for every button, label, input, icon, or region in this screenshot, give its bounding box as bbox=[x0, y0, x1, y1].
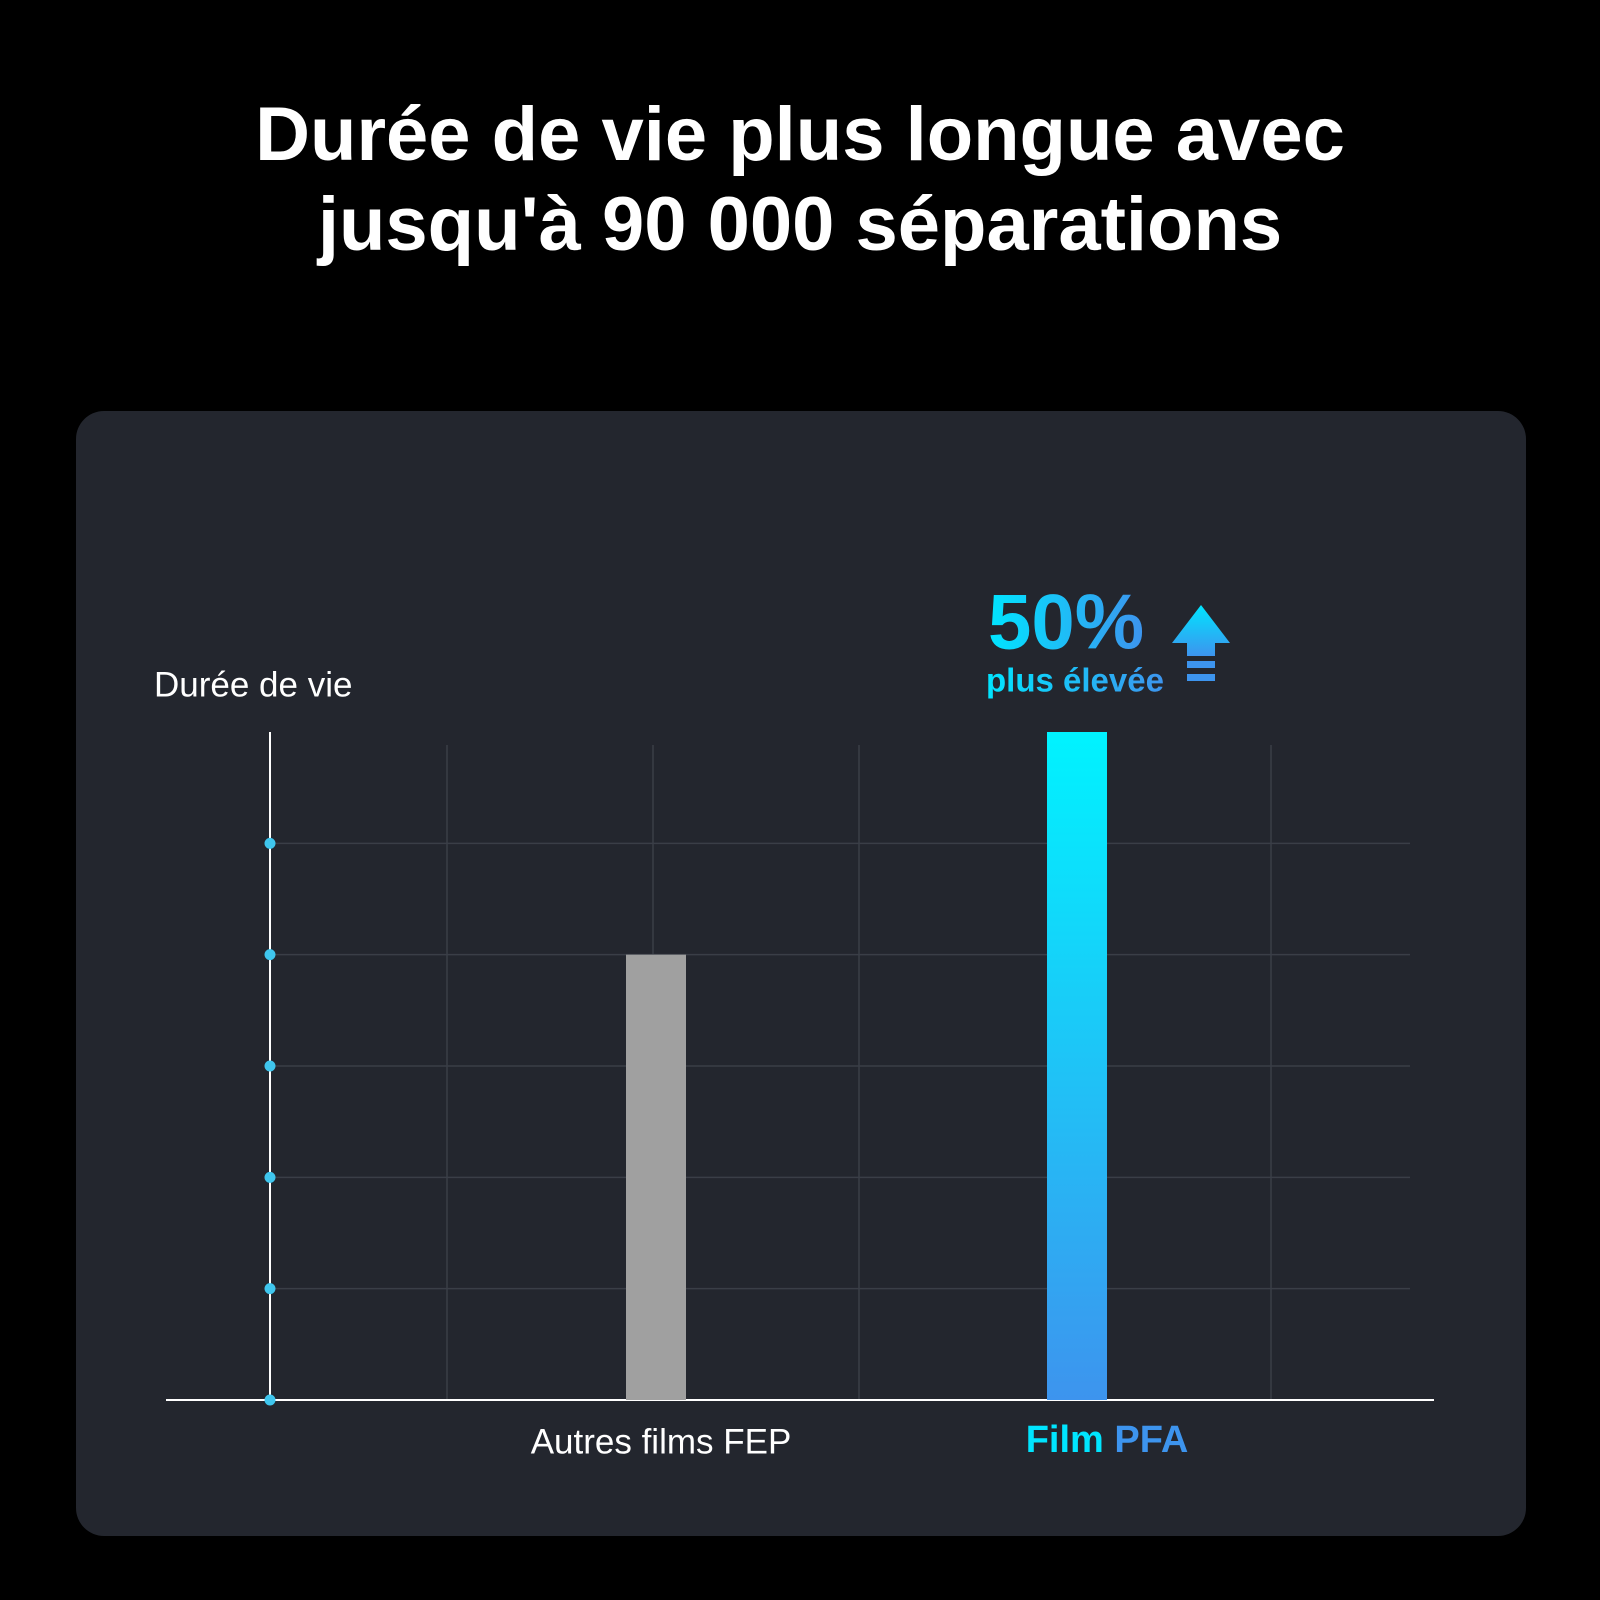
y-tick-dot bbox=[264, 837, 276, 849]
annotation-text: plus élevée bbox=[986, 662, 1164, 699]
y-tick-dot bbox=[264, 1394, 276, 1406]
y-tick-dot bbox=[264, 949, 276, 961]
x-tick-label: Autres films FEP bbox=[531, 1422, 792, 1461]
x-tick-label-part: Film bbox=[1026, 1419, 1115, 1461]
y-tick-dot bbox=[264, 1171, 276, 1183]
x-tick-label: Film PFA bbox=[1026, 1419, 1189, 1461]
bar bbox=[1047, 732, 1107, 1400]
up-arrow-icon bbox=[1172, 605, 1230, 681]
title-line: Durée de vie plus longue avec bbox=[255, 92, 1345, 177]
y-axis-label: Durée de vie bbox=[154, 665, 352, 704]
panel bbox=[76, 411, 1526, 1536]
title-line: jusqu'à 90 000 séparations bbox=[316, 182, 1282, 267]
y-tick-dot bbox=[264, 1060, 276, 1072]
annotation-headline: 50% bbox=[988, 578, 1144, 666]
bar bbox=[626, 954, 686, 1400]
x-tick-label-part: PFA bbox=[1114, 1419, 1188, 1461]
y-tick-dot bbox=[264, 1283, 276, 1295]
